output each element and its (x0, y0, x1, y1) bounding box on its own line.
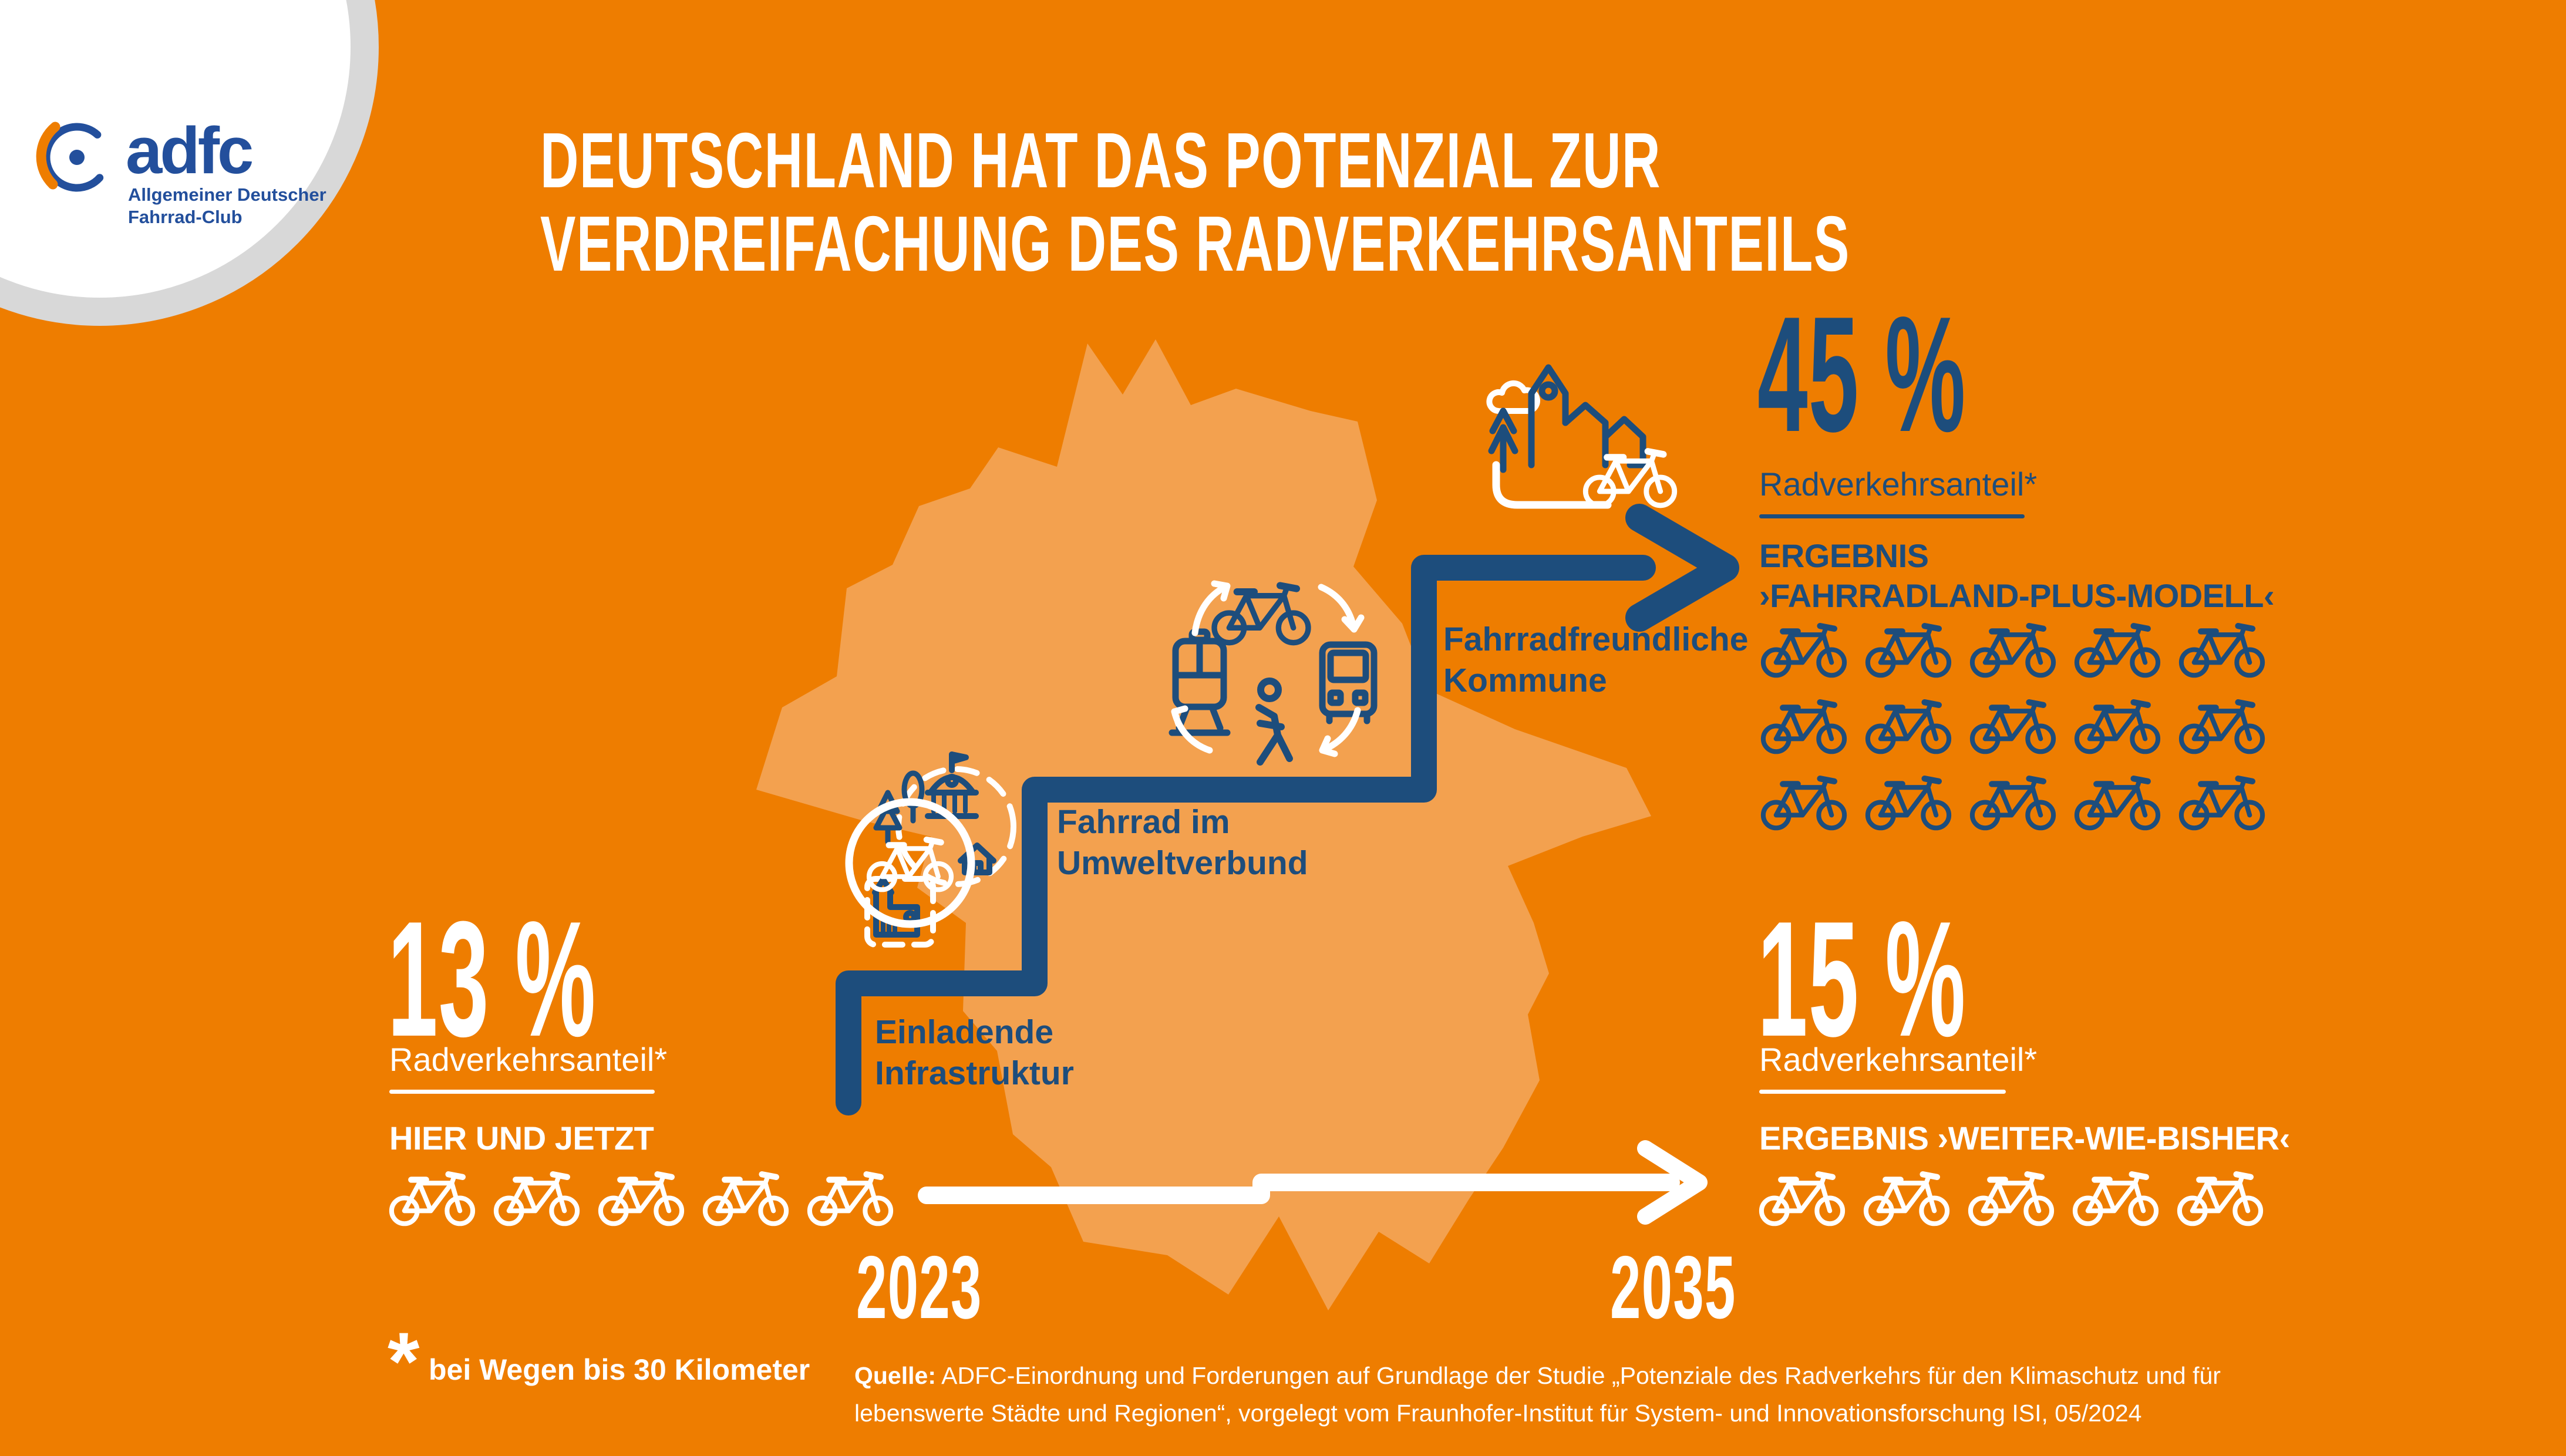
footnote-asterisk: * (388, 1315, 420, 1407)
bus-icon (1319, 641, 1378, 724)
step-label-line: Einladende (875, 1013, 1054, 1051)
bisher-share-value: 15 % (1757, 888, 1966, 1071)
plus-scenario-line2: ›FAHRRADLAND-PLUS-MODELL‹ (1759, 577, 2275, 614)
step-label-kommune: Fahrradfreundliche Kommune (1443, 619, 1748, 701)
current-bike-pictograms (388, 1169, 895, 1226)
bike-pictogram-row (1759, 774, 2267, 831)
fir-tree-icon (1488, 407, 1518, 473)
source-note: Quelle: ADFC-Einordnung und Forderungen … (854, 1357, 2221, 1432)
bisher-divider (1759, 1090, 2006, 1094)
bicycle-icon (2176, 1169, 2265, 1226)
pedestrian-icon (1255, 678, 1293, 766)
bicycle-icon (1864, 697, 1953, 754)
tree-icon (901, 770, 925, 824)
flag-icon (949, 751, 969, 764)
church-tower-icon (1528, 364, 1569, 469)
adfc-wheel-icon (36, 122, 112, 192)
bicycle-icon (1585, 451, 1674, 505)
bicycle-icon (1864, 774, 1953, 831)
bicycle-icon (806, 1169, 895, 1226)
current-scenario-label: HIER UND JETZT (389, 1120, 654, 1157)
bicycle-icon (1966, 1169, 2056, 1226)
bicycle-icon (1968, 697, 2057, 754)
bisher-share-label: Radverkehrsanteil* (1759, 1041, 2038, 1078)
bike-pictogram-row (1759, 621, 2267, 678)
bicycle-icon (1759, 621, 1848, 678)
bicycle-icon (2073, 774, 2162, 831)
plus-share-label: Radverkehrsanteil* (1759, 466, 2038, 503)
houses-icon (1562, 402, 1646, 469)
plus-scenario-line1: ERGEBNIS (1759, 537, 1929, 574)
cloud-icon (1486, 380, 1540, 414)
timeline-arrow (918, 1140, 1708, 1225)
logo-subtitle-2: Fahrrad-Club (128, 207, 243, 227)
bisher-bike-pictograms (1757, 1169, 2265, 1226)
plus-divider (1759, 514, 2025, 518)
bike-pictogram-row (1759, 697, 2267, 754)
bike-friendly-town-icon (1486, 364, 1674, 509)
current-share-value: 13 % (388, 888, 597, 1071)
bicycle-icon (2177, 697, 2267, 754)
bicycle-icon (2073, 697, 2162, 754)
germany-map-silhouette (756, 339, 1651, 1310)
page-title-line2: VERDREIFACHUNG DES RADVERKEHRSANTEILS (540, 200, 1850, 288)
step-label-umweltverbund: Fahrrad im Umweltverbund (1057, 802, 1308, 884)
eco-mobility-cycle-icon (1168, 580, 1378, 766)
source-text: ADFC-Einordnung und Forderungen auf Grun… (941, 1362, 2221, 1389)
bicycle-icon (2177, 621, 2267, 678)
plus-share-value: 45 % (1757, 283, 1966, 466)
current-divider (389, 1090, 655, 1094)
source-line1: Quelle: ADFC-Einordnung und Forderungen … (854, 1357, 2221, 1395)
bicycle-icon (1757, 1169, 1847, 1226)
logo-subtitle-1: Allgemeiner Deutscher (128, 184, 326, 205)
bicycle-icon (1968, 774, 2057, 831)
tram-icon (1168, 628, 1231, 736)
current-share-label: Radverkehrsanteil* (389, 1041, 668, 1078)
dashed-box-icon (864, 876, 936, 948)
step-label-line: Kommune (1443, 661, 1607, 699)
plus-bike-pictograms (1759, 621, 2267, 831)
source-line2: lebenswerte Städte und Regionen“, vorgel… (854, 1399, 2142, 1427)
bicycle-icon (2177, 774, 2267, 831)
timeline-year-start: 2023 (856, 1238, 982, 1337)
cycle-arrows-icon (1171, 580, 1365, 757)
staircase-arrowhead-icon (1625, 504, 1739, 632)
inviting-infrastructure-icon (845, 751, 1016, 948)
timeline-arrowhead-icon (1637, 1140, 1708, 1225)
step-label-line: Fahrrad im (1057, 803, 1230, 841)
footnote-text: bei Wegen bis 30 Kilometer (429, 1353, 810, 1386)
path-icon (1492, 461, 1612, 509)
bicycle-icon (1864, 621, 1953, 678)
bicycle-icon (597, 1169, 686, 1226)
timeline-year-end: 2035 (1610, 1238, 1736, 1337)
bicycle-icon (701, 1169, 790, 1226)
highlight-circle-icon (845, 798, 975, 928)
staircase-arrow (836, 504, 1739, 1115)
bicycle-icon (492, 1169, 581, 1226)
bicycle-icon (388, 1169, 477, 1226)
bisher-scenario-label: ERGEBNIS ›WEITER-WIE-BISHER‹ (1759, 1120, 2290, 1157)
page-title-line1: DEUTSCHLAND HAT DAS POTENZIAL ZUR (540, 116, 1661, 204)
step-label-line: Umweltverbund (1057, 844, 1308, 882)
bicycle-icon (2071, 1169, 2160, 1226)
bicycle-icon (1759, 774, 1848, 831)
step-label-infrastructure: Einladende Infrastruktur (875, 1012, 1074, 1094)
step-label-line: Fahrradfreundliche (1443, 621, 1749, 658)
bicycle-icon (1759, 697, 1848, 754)
bicycle-icon (1968, 621, 2057, 678)
source-prefix: Quelle: (854, 1362, 936, 1389)
logo-brand: adfc (126, 114, 254, 187)
bicycle-icon (1862, 1169, 1951, 1226)
step-label-line: Infrastruktur (875, 1054, 1074, 1092)
bicycle-icon (2073, 621, 2162, 678)
